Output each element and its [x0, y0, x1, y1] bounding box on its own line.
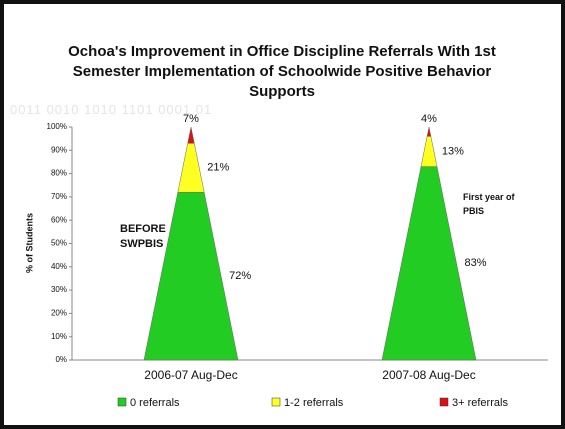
y-tick-label: 20% — [51, 309, 67, 318]
y-tick-label: 30% — [51, 285, 67, 294]
y-tick-label: 80% — [51, 169, 67, 178]
value-label: 72% — [229, 270, 251, 282]
value-label: 21% — [207, 162, 229, 174]
value-label: 4% — [421, 113, 437, 125]
cone-segment — [188, 127, 195, 143]
annotation: BEFORE SWPBIS — [120, 222, 180, 252]
y-tick-label: 0% — [55, 355, 67, 364]
annotation: First year of PBIS — [463, 190, 533, 218]
y-tick-label: 60% — [51, 215, 67, 224]
value-label: 13% — [442, 145, 464, 157]
y-tick-label: 50% — [51, 239, 67, 248]
legend-label: 3+ referrals — [452, 397, 508, 409]
cone-segment — [427, 127, 431, 136]
value-label: 83% — [464, 257, 486, 269]
cone-segment — [178, 143, 204, 192]
cone-segment — [421, 136, 437, 166]
legend-swatch — [440, 398, 448, 406]
legend-swatch — [272, 398, 280, 406]
x-tick-label: 2007-08 Aug-Dec — [382, 368, 475, 382]
y-tick-label: 40% — [51, 262, 67, 271]
x-tick-label: 2006-07 Aug-Dec — [144, 368, 237, 382]
cone-segment — [144, 192, 238, 360]
legend-label: 0 referrals — [130, 397, 180, 409]
legend-swatch — [118, 398, 126, 406]
y-axis-label: % of Students — [24, 213, 34, 273]
y-tick-label: 10% — [51, 332, 67, 341]
legend-label: 1-2 referrals — [284, 397, 344, 409]
y-tick-label: 100% — [47, 122, 67, 131]
y-tick-label: 70% — [51, 192, 67, 201]
value-label: 7% — [183, 113, 199, 125]
y-tick-label: 90% — [51, 145, 67, 154]
cone-segment — [382, 167, 476, 360]
